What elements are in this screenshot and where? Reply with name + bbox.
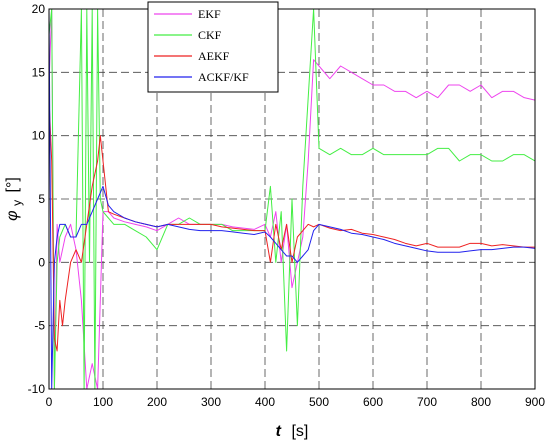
x-tick-label: 100	[93, 395, 113, 409]
legend: EKF CKF AEKF ACKF/KF	[147, 1, 279, 93]
y-tick-label: 20	[32, 2, 46, 16]
legend-label: ACKF/KF	[198, 70, 249, 84]
tick-labels: 0 100 200 300 400 500 600 700 800 900 -10 -5 0 5 10 15 2…	[28, 2, 546, 409]
x-tick-label: 200	[147, 395, 167, 409]
y-tick-label: 5	[38, 192, 45, 206]
x-tick-label: 500	[309, 395, 329, 409]
y-axis-label-unit: [°]	[4, 177, 21, 192]
series-line-aekf	[49, 97, 535, 352]
legend-label: EKF	[198, 7, 221, 21]
series-line-ackf-kf	[49, 9, 535, 389]
x-axis-label: t [s]	[276, 423, 309, 440]
x-axis-label-unit: [s]	[291, 423, 308, 440]
x-tick-label: 300	[201, 395, 221, 409]
legend-label: CKF	[198, 28, 222, 42]
x-tick-label: 900	[525, 395, 545, 409]
y-axis-label: φ y [°]	[4, 177, 25, 221]
y-axis-label-main: φ	[4, 210, 21, 220]
legend-label: AEKF	[198, 49, 230, 63]
y-tick-label: 0	[38, 255, 45, 269]
x-tick-label: 600	[363, 395, 383, 409]
x-axis-label-main: t	[276, 423, 282, 440]
x-tick-label: 700	[417, 395, 437, 409]
x-tick-label: 800	[471, 395, 491, 409]
y-axis-label-sub: y	[10, 200, 24, 206]
series-group	[49, 9, 535, 389]
x-tick-label: 400	[255, 395, 275, 409]
plot-frame	[48, 8, 536, 390]
y-tick-label: 15	[32, 65, 46, 79]
y-tick-label: -5	[34, 319, 45, 333]
y-tick-label: -10	[28, 382, 46, 396]
y-tick-label: 10	[32, 129, 46, 143]
x-tick-label: 0	[46, 395, 53, 409]
